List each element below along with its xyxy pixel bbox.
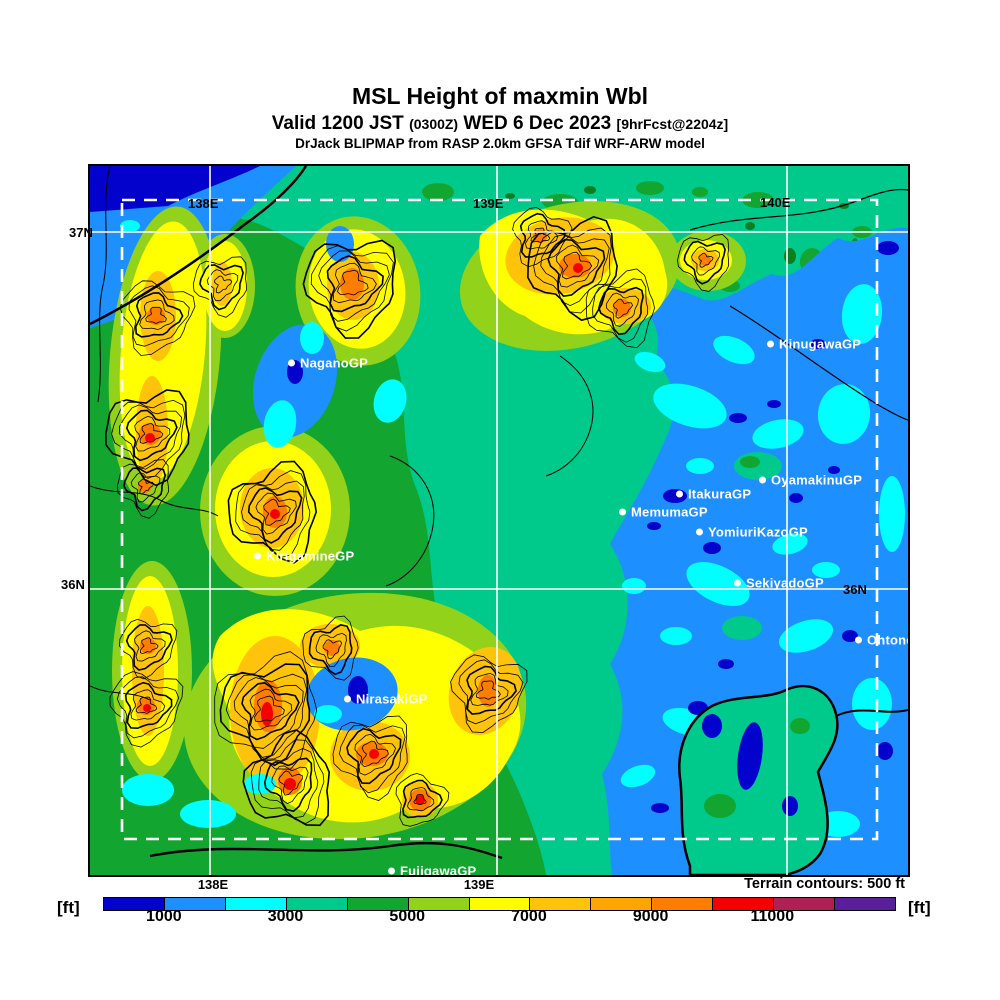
station-label: NirasakiGP: [356, 691, 428, 707]
station-kirigaminegp: KirigamineGP: [254, 549, 354, 564]
station-sekiyadogp: SekiyadoGP: [734, 576, 824, 591]
station-label: YomiuriKazoGP: [708, 524, 808, 540]
station-label: ItakuraGP: [688, 486, 752, 502]
station-dot-icon: [288, 359, 295, 367]
station-label: FujigawaGP: [400, 863, 477, 877]
station-kinugawagp: KinugawaGP: [767, 337, 861, 352]
lat-label-37n-left: 37N: [69, 225, 93, 240]
station-dot-icon: [676, 490, 683, 498]
page-title: MSL Height of maxmin Wbl: [351, 83, 649, 109]
colorbar-segment: [651, 898, 713, 910]
colorbar-unit-right: [ft]: [908, 898, 931, 917]
colorbar-segment: [773, 898, 835, 910]
colorbar-segment: [163, 898, 225, 910]
forecast-map: 138E 139E 140E 36N NaganoGP KinugawaGP O…: [88, 164, 910, 877]
colorbar: [103, 897, 896, 911]
colorbar-segment: [468, 898, 530, 910]
header: MSL Height of maxmin Wbl Valid 1200 JST …: [0, 83, 1000, 152]
terrain-map-art: [90, 166, 908, 875]
station-yomiurikazogp: YomiuriKazoGP: [696, 525, 808, 540]
station-dot-icon: [855, 636, 862, 644]
colorbar-segment: [285, 898, 347, 910]
colorbar-segment: [529, 898, 591, 910]
valid-zulu: (0300Z): [409, 115, 459, 132]
terrain-contours-note: Terrain contours: 500 ft: [744, 876, 905, 892]
colorbar-segment: [590, 898, 652, 910]
station-dot-icon: [254, 552, 261, 560]
colorbar-tick-label: 9000: [632, 908, 669, 925]
lat-label-36n-left: 36N: [61, 577, 85, 592]
colorbar-unit-left: [ft]: [57, 898, 80, 917]
colorbar-segment: [224, 898, 286, 910]
station-label: OhtoneGP: [867, 632, 908, 648]
lon-label-139e-top: 139E: [473, 196, 504, 211]
lon-label-138e-bottom: 138E: [197, 877, 229, 892]
station-itakuragp: ItakuraGP: [676, 487, 751, 502]
station-dot-icon: [344, 695, 351, 703]
valid-fcst: [9hrFcst@2204z]: [616, 115, 729, 132]
station-label: OyamakinuGP: [771, 472, 863, 488]
valid-prefix: Valid 1200 JST: [271, 112, 404, 134]
station-nirasakigp: NirasakiGP: [344, 692, 427, 707]
station-label: KirigamineGP: [266, 548, 355, 564]
colorbar-segment: [712, 898, 774, 910]
station-dot-icon: [696, 528, 703, 536]
lon-label-138e-top: 138E: [188, 196, 219, 211]
valid-date: WED 6 Dec 2023: [463, 112, 612, 134]
station-dot-icon: [619, 508, 626, 516]
station-fujigawagp: FujigawaGP: [388, 863, 477, 877]
colorbar-segment: [834, 898, 895, 910]
station-oyamakinugp: OyamakinuGP: [759, 473, 862, 488]
colorbar-segment: [407, 898, 469, 910]
station-dot-icon: [759, 476, 766, 484]
colorbar-tick-label: 3000: [267, 908, 304, 925]
valid-time-line: Valid 1200 JST (0300Z) WED 6 Dec 2023 [9…: [0, 113, 1000, 134]
colorbar-segment: [104, 898, 164, 910]
station-memumagp: MemumaGP: [619, 505, 708, 520]
model-line: DrJack BLIPMAP from RASP 2.0km GFSA Tdif…: [295, 136, 705, 152]
station-label: MemumaGP: [631, 504, 708, 520]
colorbar-tick-label: 7000: [511, 908, 547, 925]
colorbar-ticks: 1000 3000 5000 7000 9000 11000: [103, 908, 894, 928]
station-dot-icon: [767, 340, 774, 348]
station-label: NaganoGP: [300, 355, 369, 371]
colorbar-tick-label: 5000: [389, 908, 426, 925]
station-ohtonegp: OhtoneGP: [855, 632, 908, 648]
station-dot-icon: [388, 867, 395, 875]
lon-label-140e-top: 140E: [760, 195, 791, 210]
station-label: SekiyadoGP: [746, 575, 824, 591]
lat-label-36n-right: 36N: [843, 582, 867, 597]
station-dot-icon: [734, 579, 741, 587]
colorbar-tick-label: 1000: [146, 908, 182, 925]
station-naganogp: NaganoGP: [288, 356, 368, 371]
colorbar-tick-label: 11000: [750, 908, 795, 925]
lon-label-139e-bottom: 139E: [463, 877, 495, 892]
station-label: KinugawaGP: [779, 336, 862, 352]
colorbar-segment: [346, 898, 408, 910]
